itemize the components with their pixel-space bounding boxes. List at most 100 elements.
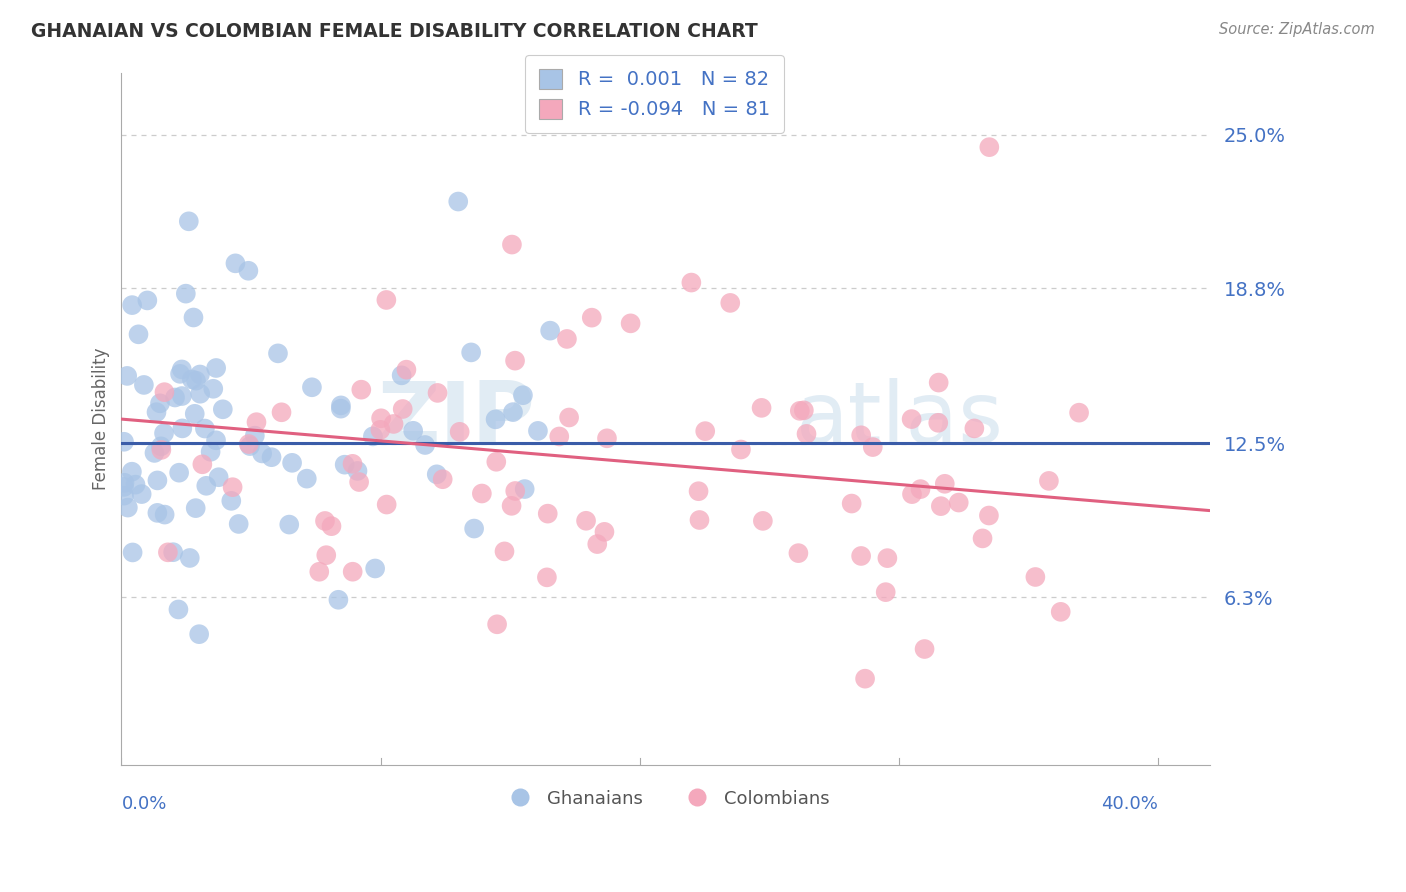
Point [170, 362, 193, 376]
Point [934, 476, 956, 491]
Point [432, 472, 454, 486]
Point [928, 376, 950, 390]
Point [513, 482, 536, 496]
Point [174, 286, 197, 301]
Point [295, 472, 318, 486]
Point [169, 367, 191, 381]
Point [426, 385, 449, 400]
Point [688, 513, 710, 527]
Point [370, 411, 392, 425]
Point [963, 421, 986, 435]
Point [512, 388, 534, 402]
Point [486, 617, 509, 632]
Point [695, 424, 717, 438]
Point [1038, 474, 1060, 488]
Point [188, 627, 211, 641]
Point [494, 544, 516, 558]
Point [346, 464, 368, 478]
Point [314, 514, 336, 528]
Point [281, 456, 304, 470]
Point [395, 362, 418, 376]
Point [370, 423, 392, 437]
Point [485, 455, 508, 469]
Point [250, 446, 273, 460]
Point [121, 465, 143, 479]
Point [195, 479, 218, 493]
Point [239, 439, 262, 453]
Point [364, 561, 387, 575]
Point [876, 551, 898, 566]
Point [188, 386, 211, 401]
Point [527, 424, 550, 438]
Point [245, 415, 267, 429]
Point [267, 346, 290, 360]
Point [132, 378, 155, 392]
Point [153, 508, 176, 522]
Point [143, 446, 166, 460]
Text: 40.0%: 40.0% [1101, 795, 1157, 813]
Point [238, 437, 260, 451]
Point [208, 470, 231, 484]
Point [751, 401, 773, 415]
Point [1024, 570, 1046, 584]
Point [555, 332, 578, 346]
Point [238, 264, 260, 278]
Point [221, 493, 243, 508]
Point [558, 410, 581, 425]
Point [188, 368, 211, 382]
Point [538, 324, 561, 338]
Point [205, 434, 228, 448]
Point [730, 442, 752, 457]
Point [114, 475, 136, 490]
Y-axis label: Female Disability: Female Disability [93, 348, 110, 491]
Point [586, 537, 609, 551]
Point [342, 457, 364, 471]
Point [849, 549, 872, 563]
Point [328, 592, 350, 607]
Point [413, 438, 436, 452]
Point [167, 466, 190, 480]
Point [793, 403, 815, 417]
Point [121, 545, 143, 559]
Point [153, 426, 176, 441]
Point [503, 353, 526, 368]
Point [402, 424, 425, 438]
Point [350, 383, 373, 397]
Legend: Ghanaians, Colombians: Ghanaians, Colombians [495, 782, 837, 815]
Point [149, 439, 172, 453]
Point [115, 368, 138, 383]
Point [849, 428, 872, 442]
Point [329, 398, 352, 412]
Point [620, 317, 643, 331]
Point [162, 545, 184, 559]
Point [172, 421, 194, 435]
Point [124, 477, 146, 491]
Point [1049, 605, 1071, 619]
Point [146, 506, 169, 520]
Text: 0.0%: 0.0% [121, 795, 167, 813]
Point [382, 417, 405, 431]
Point [681, 276, 703, 290]
Point [347, 475, 370, 489]
Point [900, 412, 922, 426]
Point [593, 524, 616, 539]
Point [796, 426, 818, 441]
Point [121, 298, 143, 312]
Text: GHANAIAN VS COLOMBIAN FEMALE DISABILITY CORRELATION CHART: GHANAIAN VS COLOMBIAN FEMALE DISABILITY … [31, 22, 758, 41]
Point [146, 474, 169, 488]
Point [278, 517, 301, 532]
Point [321, 519, 343, 533]
Point [449, 425, 471, 439]
Point [752, 514, 775, 528]
Point [177, 214, 200, 228]
Point [315, 548, 337, 562]
Point [484, 412, 506, 426]
Point [153, 385, 176, 400]
Point [167, 602, 190, 616]
Point [581, 310, 603, 325]
Point [117, 500, 139, 515]
Point [184, 374, 207, 388]
Point [179, 551, 201, 566]
Point [361, 429, 384, 443]
Point [301, 380, 323, 394]
